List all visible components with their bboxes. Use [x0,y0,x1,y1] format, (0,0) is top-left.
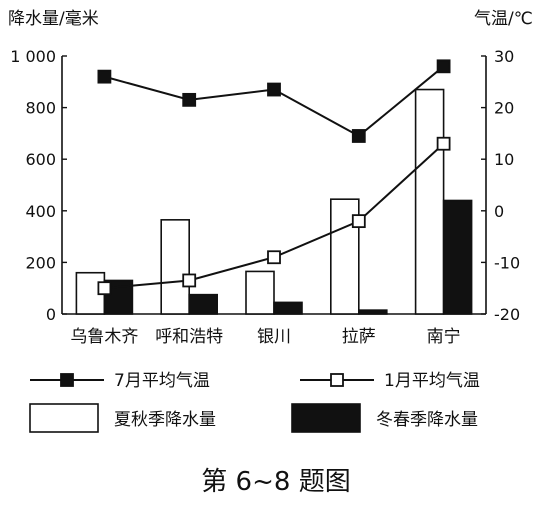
marker-jan-temp [436,136,451,151]
bar-winter-spring [442,199,473,315]
y-left-tick-label: 600 [25,150,56,169]
y-left-tick-label: 0 [46,305,56,324]
marker-july-temp [351,129,366,143]
y-axis-left-label: 降水量/毫米 [8,9,99,29]
y-left-tick-label: 200 [25,253,56,272]
marker-jan-temp [267,250,281,265]
plot-area: 0 200 400 600 800 1 000 -20 -10 0 10 20 30 乌鲁木齐 呼和浩特 银… [10,47,520,347]
legend-bar-swatch [29,403,99,433]
legend-label: 夏秋季降水量 [114,410,216,430]
legend-marker [330,373,344,387]
legend-marker [60,373,74,387]
x-category-label: 呼和浩特 [155,327,223,347]
marker-jan-temp [182,273,197,288]
bar-summer-autumn [245,270,275,315]
bar-summer-autumn [160,219,190,315]
marker-july-temp [97,69,112,84]
bar-winter-spring [188,293,218,315]
legend-label: 冬春季降水量 [376,410,478,430]
y-right-tick-label: 20 [494,99,514,118]
y-right-tick-label: -10 [494,253,520,272]
marker-july-temp [182,92,197,107]
legend-label: 7月平均气温 [114,371,210,391]
y-right-tick-label: 0 [494,202,504,221]
x-category-label: 拉萨 [342,327,376,347]
figure-caption: 第 6~8 题图 [201,467,350,497]
bar-winter-spring [357,309,388,315]
legend-label: 1月平均气温 [384,371,480,391]
x-category-label: 银川 [257,327,291,347]
bar-winter-spring [273,301,303,315]
line-july-temp [104,65,445,138]
y-axis-right-label: 气温/℃ [474,9,533,29]
bar-summer-autumn [414,88,445,315]
marker-july-temp [436,59,451,74]
y-right-tick-label: 30 [494,47,514,66]
y-left-tick-label: 400 [25,202,56,221]
y-right-tick-label: 10 [494,150,514,169]
line-jan-temp [104,142,445,290]
marker-jan-temp [351,214,366,229]
y-left-tick-label: 1 000 [10,47,56,66]
y-left-tick-label: 800 [25,99,56,118]
y-right-tick-label: -20 [494,305,520,324]
marker-july-temp [267,82,281,97]
x-category-label: 乌鲁木齐 [70,327,138,347]
x-category-label: 南宁 [427,327,461,347]
marker-jan-temp [97,281,112,296]
legend-bar-swatch [291,403,361,433]
